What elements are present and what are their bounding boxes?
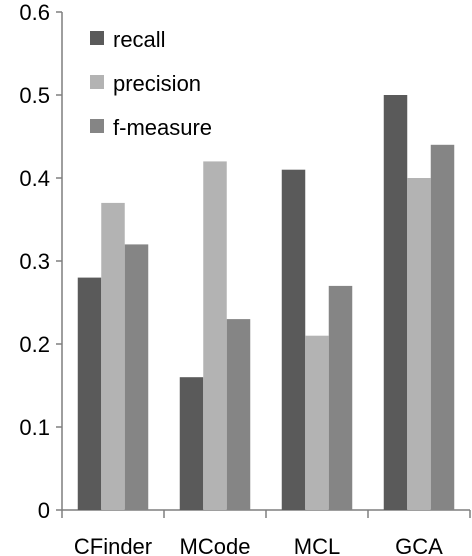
legend-swatch-f-measure bbox=[90, 119, 104, 133]
y-tick-label: 0.2 bbox=[19, 332, 50, 357]
legend: recall precision f-measure bbox=[90, 27, 212, 140]
x-tick-label: GCA bbox=[395, 534, 443, 556]
x-tick-label: CFinder bbox=[74, 534, 152, 556]
bar-precision-CFinder bbox=[101, 202, 125, 510]
x-tick-label: MCL bbox=[294, 534, 340, 556]
bar-recall-GCA bbox=[383, 95, 408, 510]
legend-swatch-recall bbox=[90, 31, 104, 45]
x-axis: CFinder MCode MCL GCA bbox=[61, 509, 471, 556]
bar-recall-MCL bbox=[281, 169, 306, 510]
bar-f-measure-GCA bbox=[430, 144, 455, 511]
legend-swatch-precision bbox=[90, 75, 104, 89]
y-tick-label: 0.6 bbox=[19, 0, 50, 25]
legend-label-f-measure: f-measure bbox=[113, 115, 212, 140]
bar-precision-MCL bbox=[305, 335, 329, 510]
bar-precision-MCode bbox=[203, 161, 227, 510]
y-tick-label: 0.1 bbox=[19, 415, 50, 440]
x-tick-label: MCode bbox=[180, 534, 251, 556]
y-tick-label: 0.3 bbox=[19, 249, 50, 274]
bar-recall-CFinder bbox=[77, 277, 102, 510]
bar-f-measure-MCode bbox=[226, 319, 251, 510]
y-tick-label: 0.4 bbox=[19, 166, 50, 191]
bar-recall-MCode bbox=[179, 377, 204, 510]
bar-f-measure-MCL bbox=[328, 285, 353, 510]
y-tick-label: 0 bbox=[38, 498, 50, 523]
bars bbox=[77, 95, 455, 511]
legend-label-recall: recall bbox=[113, 27, 166, 52]
y-axis: 0 0.1 0.2 0.3 0.4 0.5 0.6 bbox=[19, 0, 63, 523]
bar-precision-GCA bbox=[407, 178, 431, 510]
legend-label-precision: precision bbox=[113, 71, 201, 96]
y-tick-label: 0.5 bbox=[19, 83, 50, 108]
bar-f-measure-CFinder bbox=[124, 244, 149, 510]
